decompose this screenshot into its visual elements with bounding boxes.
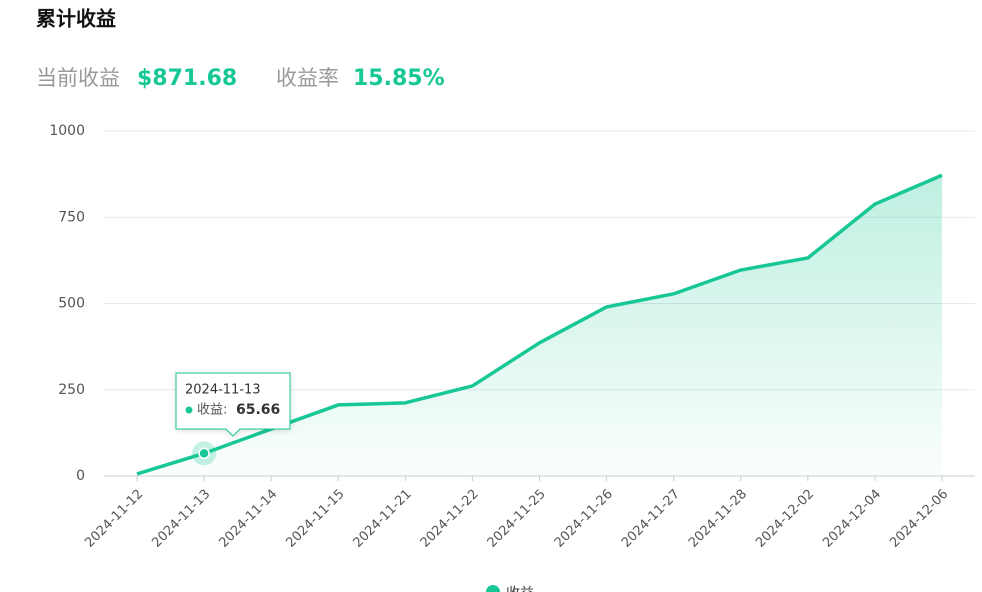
tooltip-value: 65.66 xyxy=(236,402,280,418)
y-tick-label: 250 xyxy=(58,382,85,398)
rate-label: 收益率 xyxy=(276,66,339,90)
x-tick-label: 2024-11-28 xyxy=(686,487,750,551)
x-tick-label: 2024-11-14 xyxy=(216,487,280,551)
legend-label: 收益 xyxy=(506,586,534,592)
x-tick-label: 2024-12-02 xyxy=(753,487,817,551)
y-tick-label: 0 xyxy=(76,468,85,484)
y-tick-label: 1000 xyxy=(49,123,85,139)
highlight-point xyxy=(198,447,210,460)
chart-title: 累计收益 xyxy=(36,7,116,31)
x-tick-label: 2024-11-22 xyxy=(418,487,482,551)
x-tick-label: 2024-11-21 xyxy=(351,487,415,551)
rate-value: 15.85% xyxy=(353,66,445,91)
y-tick-label: 750 xyxy=(58,209,85,225)
area xyxy=(137,175,942,477)
tooltip-marker xyxy=(185,406,193,414)
tooltip-label: 收益: xyxy=(197,403,227,418)
x-tick-label: 2024-11-15 xyxy=(284,487,348,551)
x-tick-label: 2024-11-25 xyxy=(485,487,549,551)
current-value: $871.68 xyxy=(137,66,237,91)
tooltip-date: 2024-11-13 xyxy=(185,383,261,398)
x-tick-label: 2024-11-27 xyxy=(619,487,683,551)
x-tick-label: 2024-11-13 xyxy=(149,487,213,551)
y-tick-label: 500 xyxy=(58,296,85,312)
tooltip-box xyxy=(175,372,291,437)
x-tick-label: 2024-12-04 xyxy=(820,487,884,551)
x-tick-label: 2024-11-12 xyxy=(82,487,146,551)
legend-marker xyxy=(486,585,500,592)
current-label: 当前收益 xyxy=(36,66,120,90)
x-tick-label: 2024-12-06 xyxy=(887,487,951,551)
x-tick-label: 2024-11-26 xyxy=(552,487,616,551)
